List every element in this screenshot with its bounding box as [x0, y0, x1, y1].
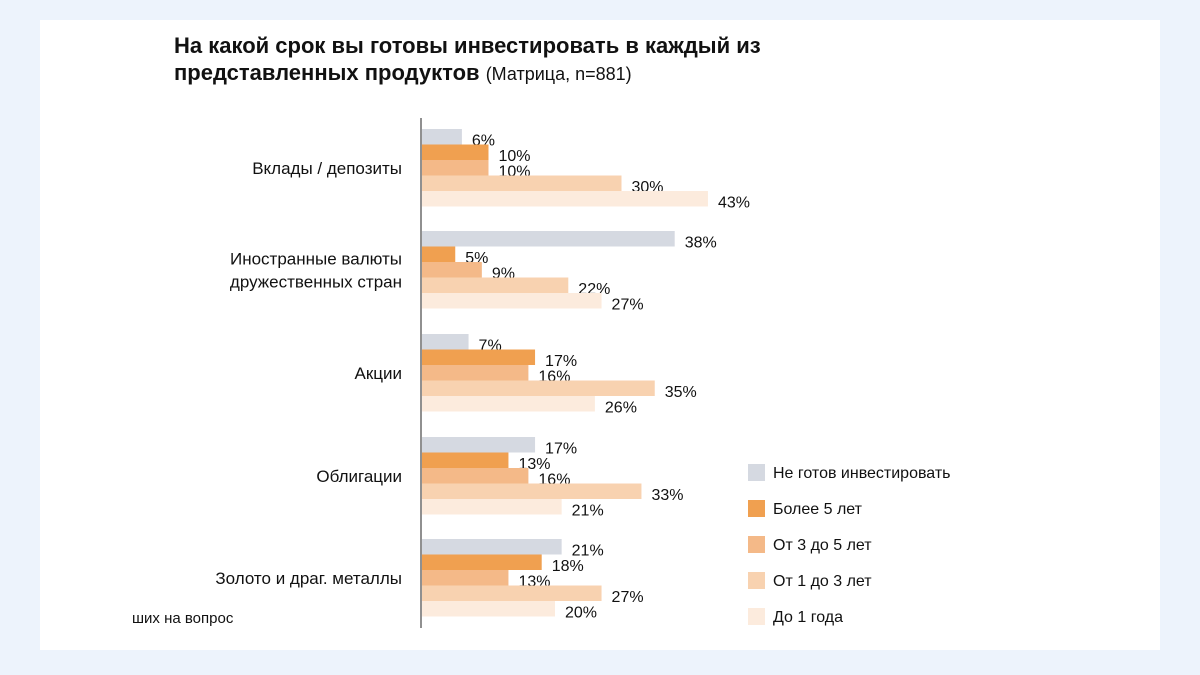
- bar: [422, 129, 462, 145]
- bar: [422, 349, 536, 365]
- bar: [422, 293, 602, 309]
- data-label: 35%: [665, 384, 697, 401]
- category-label: Облигации: [316, 467, 402, 486]
- category-label: Акции: [354, 364, 402, 383]
- bar: [422, 601, 555, 617]
- footnote: ших на вопрос: [132, 610, 234, 627]
- data-label: 17%: [545, 441, 577, 458]
- bar: [422, 334, 469, 350]
- title-note: (Матрица, n=881): [485, 64, 632, 84]
- bar: [422, 380, 655, 396]
- category-label: Иностранные валюты: [230, 249, 402, 268]
- bar: [422, 365, 529, 381]
- legend-entry: Не готов инвестировать: [773, 465, 951, 482]
- data-label: 10%: [499, 148, 531, 165]
- data-label: 33%: [651, 487, 683, 504]
- data-label: 27%: [612, 297, 644, 314]
- data-label: 21%: [572, 503, 604, 520]
- bar: [422, 160, 489, 176]
- bar: [422, 570, 509, 586]
- legend-entry: До 1 года: [773, 609, 843, 626]
- bar: [422, 191, 708, 207]
- bar: [422, 468, 529, 484]
- legend-entry: От 1 до 3 лет: [773, 573, 872, 590]
- data-label: 38%: [685, 235, 717, 252]
- category-label: Вклады / депозиты: [252, 159, 402, 178]
- category-label: дружественных стран: [230, 272, 402, 291]
- data-label: 21%: [572, 543, 604, 560]
- bar: [422, 231, 675, 247]
- data-label: 26%: [605, 400, 637, 417]
- legend-swatch: [748, 500, 765, 517]
- title-line-2: представленных продуктов: [174, 60, 480, 85]
- bar: [422, 246, 456, 262]
- data-label: 18%: [552, 558, 584, 575]
- bar: [422, 499, 562, 515]
- data-label: 27%: [612, 589, 644, 606]
- data-label: 20%: [565, 605, 597, 622]
- bar: [422, 483, 642, 499]
- bar: [422, 277, 569, 293]
- legend-swatch: [748, 572, 765, 589]
- bar: [422, 262, 482, 278]
- bar: [422, 437, 536, 453]
- bar: [422, 144, 489, 160]
- data-label: 17%: [545, 353, 577, 370]
- legend-swatch: [748, 536, 765, 553]
- legend-entry: Более 5 лет: [773, 501, 863, 518]
- chart-title: На какой срок вы готовы инвестировать в …: [174, 32, 761, 88]
- legend-swatch: [748, 608, 765, 625]
- bar: [422, 554, 542, 570]
- legend-swatch: [748, 464, 765, 481]
- bar: [422, 175, 622, 191]
- bar: [422, 585, 602, 601]
- data-label: 43%: [718, 195, 750, 212]
- bar: [422, 539, 562, 555]
- legend-entry: От 3 до 5 лет: [773, 537, 872, 554]
- bar: [422, 396, 595, 412]
- chart-frame: [40, 20, 1160, 650]
- category-label: Золото и драг. металлы: [215, 569, 402, 588]
- title-line-1: На какой срок вы готовы инвестировать в …: [174, 33, 761, 58]
- bar: [422, 452, 509, 468]
